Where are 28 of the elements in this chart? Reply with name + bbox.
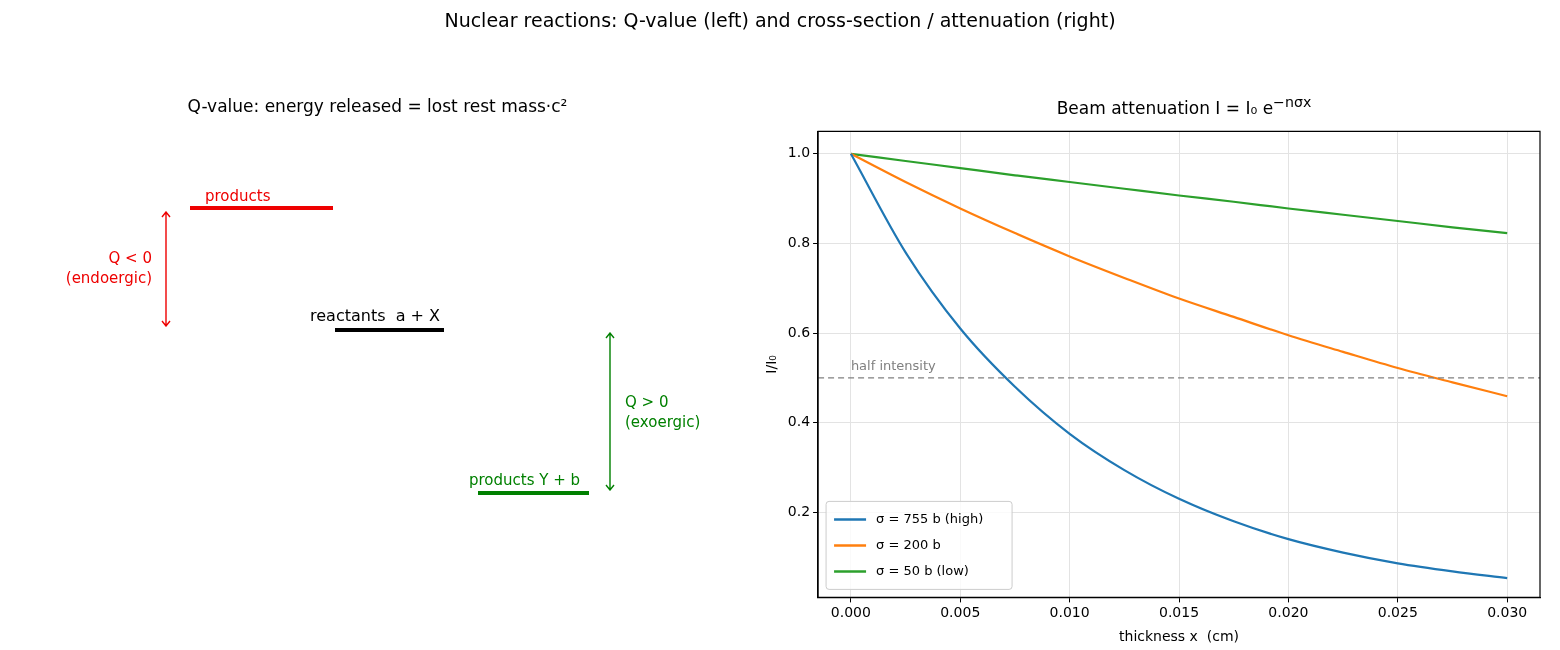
text: reactants a + X	[310, 306, 441, 326]
text: products Y + b	[469, 470, 581, 490]
y-tick-label: 0.4	[787, 413, 811, 430]
x-tick-label: 0.025	[1377, 604, 1418, 621]
x-axis-title: thickness x (cm)	[1119, 628, 1240, 645]
legend-label: σ = 200 b	[876, 536, 941, 552]
ref-line-label: half intensity	[850, 357, 937, 373]
text: Q < 0 (endoergic)	[64, 248, 152, 288]
x-tick-label: 0.030	[1487, 604, 1528, 621]
legend-label: σ = 755 b (high)	[876, 510, 984, 526]
x-tick-label: 0.005	[940, 604, 981, 621]
x-tick-label: 0.015	[1158, 604, 1200, 621]
text: products	[205, 186, 271, 206]
line-series	[849, 152, 1509, 580]
y-tick-label: 1.0	[787, 144, 811, 161]
legend-label: σ = 50 b (low)	[876, 562, 969, 578]
line-series	[849, 152, 1509, 398]
text: Q-value: energy released = lost rest mass·c²	[186, 96, 569, 116]
x-tick-label: 0.010	[1049, 604, 1090, 621]
text: Nuclear reactions: Q-value (left) and cross-section / attenuation (right)	[443, 9, 1117, 31]
y-tick-label: 0.2	[787, 502, 811, 519]
x-tick-label: 0.000	[830, 604, 871, 621]
y-tick-label: 0.6	[787, 323, 811, 340]
chart-title: Beam attenuation I = I₀ e$^{−nσx}$	[1055, 94, 1313, 118]
y-tick-label: 0.8	[787, 234, 811, 251]
x-tick-label: 0.020	[1268, 604, 1309, 621]
text: Q > 0 (exoergic)	[625, 392, 701, 432]
y-axis-title: I/I₀	[763, 354, 780, 374]
